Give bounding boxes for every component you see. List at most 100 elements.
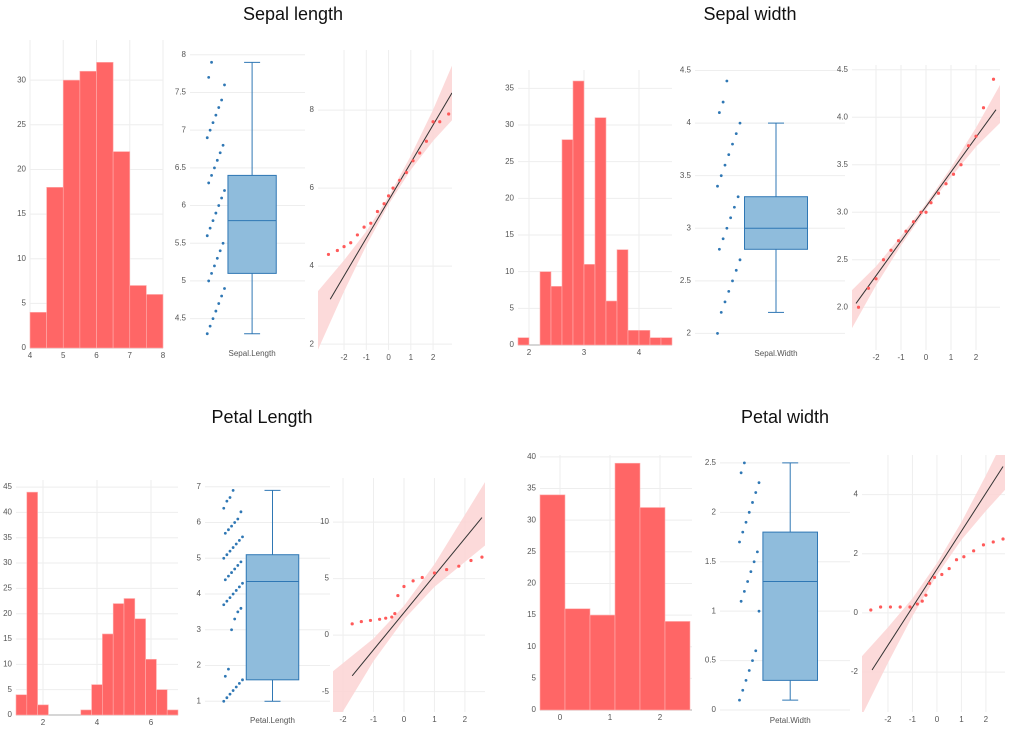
qq-point [947, 566, 951, 571]
strip-point [208, 324, 212, 328]
y-tick-label: 15 [527, 610, 536, 619]
y-tick-label: 6.5 [175, 163, 187, 172]
qq-point [940, 572, 944, 577]
y-tick-label: 7.5 [175, 88, 187, 97]
bar [26, 491, 38, 716]
strip-point [227, 574, 230, 578]
y-tick-label: 15 [17, 209, 26, 218]
y-tick-label: 2 [687, 329, 692, 338]
strip-point [230, 571, 233, 574]
strip-point [747, 510, 751, 514]
strip-point [207, 279, 211, 283]
y-tick-label: 35 [3, 533, 12, 542]
x-tick-label: 1 [949, 353, 954, 362]
bar [15, 694, 28, 716]
strip-point [738, 121, 742, 125]
bar [91, 684, 103, 716]
strip-point [747, 669, 751, 672]
y-tick-label: 6 [197, 518, 202, 527]
qq-point [420, 575, 424, 580]
bar [589, 614, 616, 711]
bar [583, 264, 596, 346]
bar [550, 286, 563, 346]
qq-point [382, 202, 386, 206]
strip-point [239, 510, 243, 514]
strip-point [738, 258, 742, 262]
y-tick-label: 1 [712, 606, 717, 615]
strip-point [723, 300, 727, 304]
strip-point [227, 528, 230, 532]
qq-point [384, 616, 388, 620]
qq-point [920, 599, 924, 603]
strip-point [729, 216, 733, 220]
strip-point [205, 332, 209, 336]
qq-point [866, 286, 871, 290]
x-axis-label: Sepal.Width [754, 349, 797, 358]
bar [37, 704, 49, 716]
strip-point [757, 481, 761, 485]
x-tick-label: 2 [463, 715, 468, 724]
y-tick-label: 7 [197, 482, 202, 491]
qq-point [390, 615, 394, 619]
qq-point [411, 159, 415, 163]
strip-point [223, 287, 226, 290]
x-tick-label: 0 [402, 715, 407, 724]
strip-point [205, 136, 209, 140]
y-tick-label: 8 [310, 105, 315, 114]
strip-point [738, 540, 741, 544]
y-tick-label: 25 [505, 157, 514, 166]
strip-point [754, 649, 758, 653]
y-tick-label: 2.0 [837, 302, 849, 311]
x-tick-label: -2 [884, 715, 892, 724]
strip-point [218, 151, 222, 155]
x-tick-label: -1 [370, 715, 378, 724]
strip-point [210, 173, 213, 177]
box [227, 174, 277, 274]
strip-point [241, 678, 244, 682]
strip-point [222, 506, 226, 510]
y-tick-label: 2 [854, 549, 859, 558]
qq-point [447, 112, 451, 116]
y-tick-label: 7 [182, 125, 187, 134]
strip-point [739, 599, 743, 603]
qq-point [411, 579, 415, 583]
strip-point [236, 610, 240, 614]
y-tick-label: 5 [197, 553, 202, 562]
x-tick-label: 2 [658, 713, 663, 722]
qq-point [391, 186, 395, 190]
x-axis-label: Sepal.Length [229, 349, 276, 358]
qq-point [362, 225, 366, 229]
y-tick-label: 4.5 [175, 314, 187, 323]
confidence-band [333, 482, 485, 712]
y-tick-label: 30 [3, 558, 12, 567]
strip-point [749, 570, 753, 574]
strip-point [225, 499, 229, 503]
y-tick-label: 10 [320, 517, 329, 526]
strip-point [241, 581, 244, 585]
strip-point [739, 471, 743, 475]
qq-point [369, 221, 373, 225]
y-tick-label: 20 [527, 579, 536, 588]
x-tick-label: 0 [558, 713, 563, 722]
strip-point [208, 128, 212, 132]
qq-point [424, 139, 429, 143]
strip-point [234, 542, 238, 546]
qq-point [1001, 537, 1005, 541]
bar [129, 285, 147, 349]
y-tick-label: 4.5 [680, 66, 692, 75]
strip-point [734, 132, 738, 136]
y-tick-label: 5 [8, 685, 13, 694]
x-tick-label: 4 [637, 348, 642, 357]
qq-point [911, 220, 916, 224]
bar [572, 80, 585, 346]
strip-point [222, 603, 226, 607]
strip-point [741, 688, 745, 692]
strip-point [231, 488, 235, 492]
x-tick-label: -2 [339, 715, 347, 724]
strip-point [236, 564, 240, 567]
strip-point [751, 501, 754, 504]
qq-point [924, 210, 928, 214]
bar [112, 603, 125, 716]
strip-point [220, 294, 224, 298]
strip-point [233, 521, 237, 524]
